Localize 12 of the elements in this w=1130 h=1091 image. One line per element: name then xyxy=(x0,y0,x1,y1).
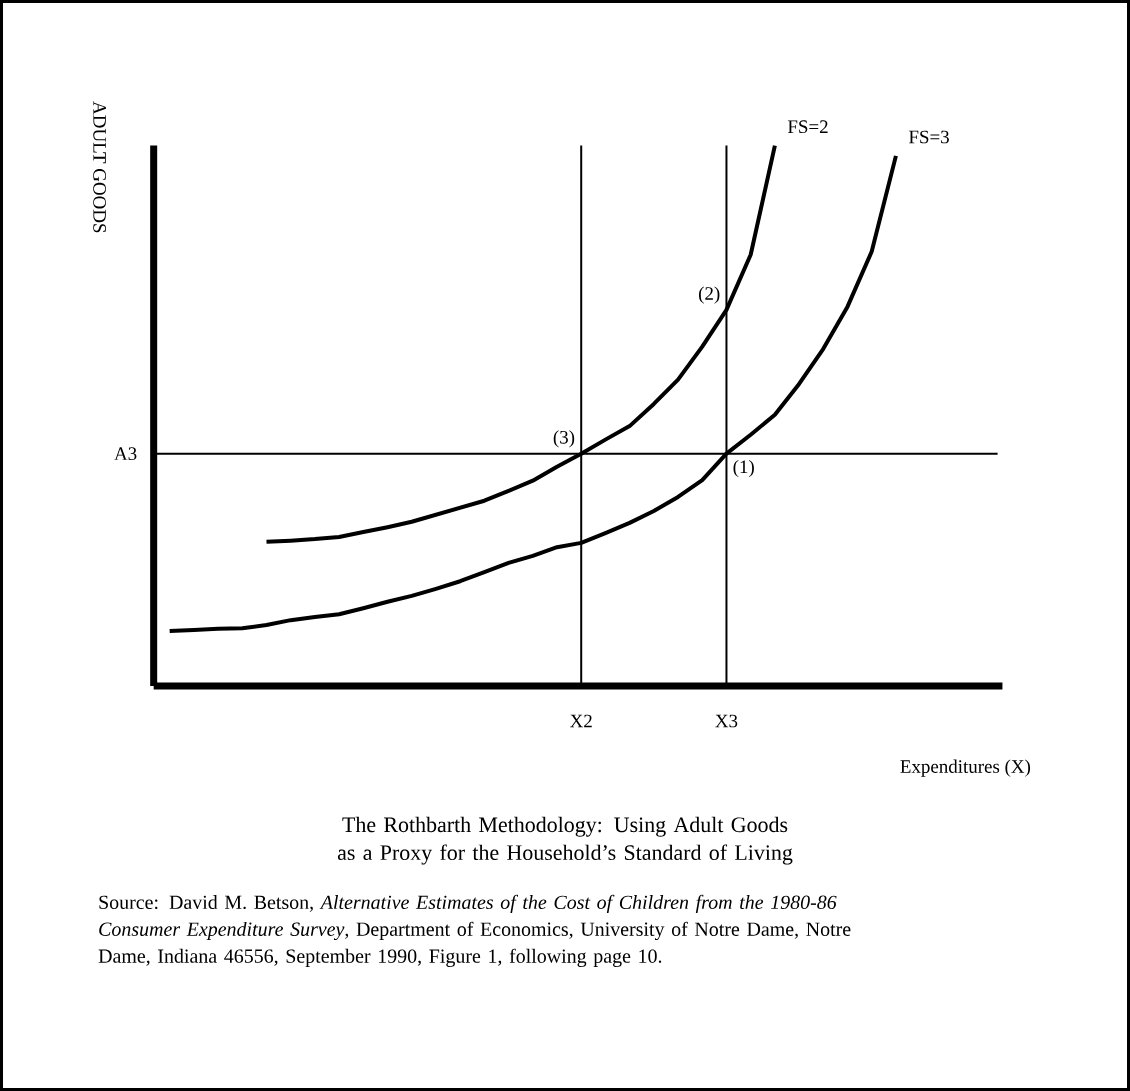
series-label: FS=2 xyxy=(787,120,828,134)
annotation: (1) xyxy=(733,459,754,478)
series-label: FS=3 xyxy=(908,130,949,144)
annotation: (3) xyxy=(553,430,575,448)
source-note: Source: David M. Betson, Alternative Estimates of the Cost of Children from the 1980-86 Consumer Expenditure Survey, Department of Economics, University of Notre Dame, Notre Dame, Indiana 46556, September 1990, Figure 1, following page 10. xyxy=(98,894,851,967)
x-axis-title: Expenditures (X) xyxy=(900,759,1031,777)
text: The Rothbarth Methodology: Using Adult Goods as a Proxy for the Household’s Standard of Living xyxy=(337,816,793,865)
x-tick-label: X3 xyxy=(715,714,738,728)
y-axis-title: ADULT GOODS xyxy=(93,101,106,233)
annotation: (2) xyxy=(698,286,720,304)
x-tick-label: X2 xyxy=(570,714,592,728)
ref-line-label: A3 xyxy=(114,447,137,461)
